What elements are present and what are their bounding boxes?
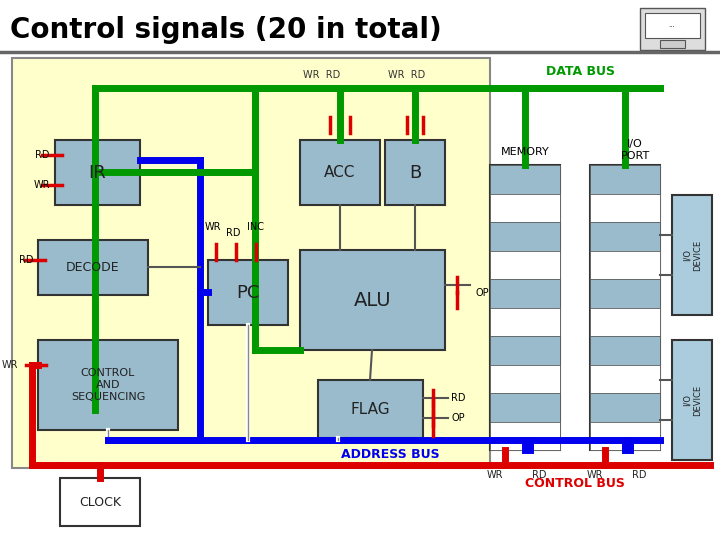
Text: IR: IR (89, 164, 107, 181)
Text: CLOCK: CLOCK (79, 496, 121, 509)
Bar (318, 380, 423, 438)
Text: WR  RD: WR RD (388, 70, 426, 80)
Bar (590, 364, 660, 393)
Text: RD: RD (532, 470, 546, 480)
Bar (590, 165, 660, 193)
Text: RD: RD (632, 470, 647, 480)
Text: Control signals (20 in total): Control signals (20 in total) (10, 16, 442, 44)
Bar (645, 13, 700, 38)
Text: RD: RD (451, 393, 466, 403)
Bar (38, 240, 148, 295)
Bar (590, 165, 660, 450)
Bar (300, 250, 445, 350)
Bar (490, 165, 560, 450)
Bar (672, 195, 712, 315)
Text: WR  RD: WR RD (303, 70, 341, 80)
Bar (590, 336, 660, 364)
Text: OP: OP (451, 413, 464, 423)
Bar (590, 279, 660, 307)
Text: I/O
DEVICE: I/O DEVICE (683, 239, 702, 271)
Text: RD: RD (35, 150, 50, 160)
Text: I/O: I/O (627, 139, 643, 149)
Text: ...: ... (669, 22, 675, 28)
Bar (208, 260, 288, 325)
Bar (300, 140, 380, 205)
Bar (490, 393, 560, 422)
Text: RD: RD (226, 228, 240, 238)
Text: WR: WR (487, 470, 503, 480)
Bar (590, 422, 660, 450)
Text: RD: RD (19, 255, 33, 265)
Text: I/O
DEVICE: I/O DEVICE (683, 384, 702, 416)
Text: WR: WR (1, 360, 18, 370)
Text: OP: OP (475, 288, 489, 298)
Bar (590, 393, 660, 422)
Bar (490, 193, 560, 222)
Bar (385, 140, 445, 205)
Text: WR: WR (204, 222, 221, 232)
Bar (490, 251, 560, 279)
Text: WR: WR (34, 180, 50, 190)
Text: PORT: PORT (621, 151, 649, 161)
Bar (490, 336, 560, 364)
Text: DATA BUS: DATA BUS (546, 65, 614, 78)
Bar (590, 193, 660, 222)
Bar (590, 251, 660, 279)
Bar (60, 478, 140, 526)
Bar (590, 307, 660, 336)
Bar (590, 222, 660, 251)
Bar (55, 140, 140, 205)
Bar (490, 165, 560, 193)
Text: PC: PC (236, 284, 260, 301)
Bar (490, 222, 560, 251)
Text: CONTROL
AND
SEQUENCING: CONTROL AND SEQUENCING (71, 368, 145, 402)
Bar (12, 58, 490, 468)
Text: ADDRESS BUS: ADDRESS BUS (341, 448, 439, 461)
Text: WR: WR (587, 470, 603, 480)
Text: DECODE: DECODE (66, 261, 120, 274)
Text: ALU: ALU (354, 291, 391, 309)
Bar (490, 422, 560, 450)
Text: CONTROL BUS: CONTROL BUS (525, 477, 625, 490)
Text: FLAG: FLAG (351, 402, 390, 416)
Bar (38, 340, 178, 430)
Bar (672, 340, 712, 460)
Bar (490, 364, 560, 393)
Text: ACC: ACC (324, 165, 356, 180)
Bar (490, 279, 560, 307)
Text: MEMORY: MEMORY (500, 147, 549, 157)
Bar (490, 307, 560, 336)
Bar (660, 40, 685, 48)
Bar (640, 8, 705, 50)
Text: INC: INC (248, 222, 264, 232)
Text: B: B (409, 164, 421, 181)
